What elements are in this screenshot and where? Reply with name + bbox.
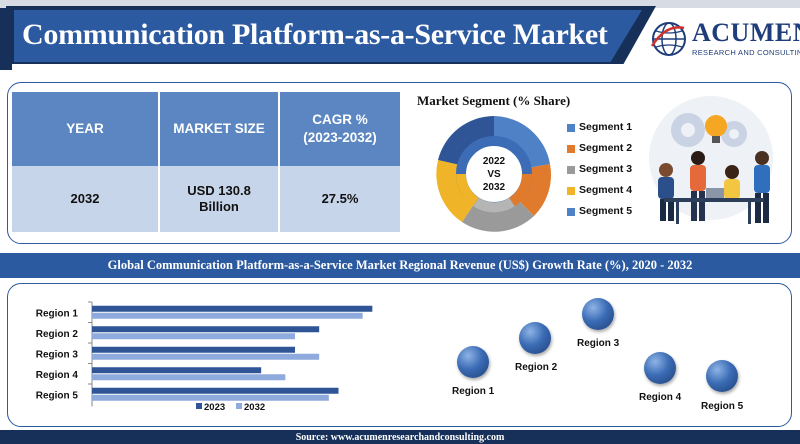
bar-2023-region-5 (92, 387, 339, 394)
table-cell-year: 2032 (12, 166, 158, 232)
bar-2032-region-1 (92, 312, 363, 319)
segment-legend-label: Segment 2 (579, 142, 633, 154)
category-label: Region 4 (36, 370, 79, 381)
segment-legend-label: Segment 1 (579, 121, 633, 133)
legend-swatch (567, 124, 575, 132)
page-title: Communication Platform-as-a-Service Mark… (22, 18, 608, 51)
person-standing-center (690, 151, 706, 221)
segment-legend: Segment 1 Segment 2 Segment 3 Segment 4 … (567, 121, 632, 226)
donut-outer-seg-1 (494, 116, 550, 168)
source-footer-text: Source: www.acumenresearchandconsulting.… (295, 431, 505, 443)
bar-2032-region-2 (92, 333, 295, 340)
segment-legend-label: Segment 4 (579, 184, 633, 196)
category-label: Region 2 (36, 329, 79, 340)
legend-swatch (567, 208, 575, 216)
segment-legend-item: Segment 3 (567, 163, 632, 184)
category-label: Region 3 (36, 349, 79, 360)
regional-bar-chart: Region 1 Region 2 Region 3 Region 4 Region 5… (36, 301, 373, 413)
segment-title: Market Segment (% Share) (417, 93, 571, 108)
donut-center-line-3: 2032 (483, 182, 506, 193)
header-top-band (0, 0, 800, 8)
donut-hole (467, 147, 521, 201)
donut-inner-seg-3 (473, 197, 515, 213)
bar-2032-region-3 (92, 353, 320, 360)
desk (664, 188, 764, 224)
donut-outer-seg-5 (438, 116, 494, 165)
legend-label-2023: 2023 (204, 402, 225, 413)
legend-swatch (567, 187, 575, 195)
donut-outer-seg-2 (518, 164, 552, 216)
bar-2023-region-4 (92, 367, 262, 374)
source-footer: Source: www.acumenresearchandconsulting.… (0, 430, 800, 444)
person-standing-right (754, 151, 770, 223)
logo-subtitle: RESEARCH AND CONSULTING (692, 48, 800, 57)
lightbulb-icon (705, 115, 727, 143)
header-bar (14, 10, 642, 62)
team-illustration (649, 96, 773, 224)
regional-banner-text: Global Communication Platform-as-a-Servi… (107, 258, 693, 272)
table-header-market-size-text: MARKET SIZE (173, 121, 265, 137)
regional-banner: Global Communication Platform-as-a-Servi… (0, 253, 800, 278)
donut-center-line-2: VS (487, 169, 501, 180)
segment-legend-item: Segment 5 (567, 205, 632, 226)
table-header-cagr: CAGR % (2023-2032) (280, 92, 400, 166)
person-sitting-right (724, 165, 740, 199)
table-header-year: YEAR (12, 92, 158, 166)
globe-icon (650, 22, 686, 56)
bar-2032-region-5 (92, 394, 329, 401)
logo-wordmark: ACUMEN (692, 18, 800, 47)
segment-legend-label: Segment 3 (579, 163, 633, 175)
table-cell-market-size-text: USD 130.8 Billion (187, 183, 251, 214)
table-header-year-text: YEAR (66, 121, 104, 137)
donut-center-line-1: 2022 (483, 156, 506, 167)
table-header-cagr-text: CAGR % (2023-2032) (303, 112, 377, 145)
category-label: Region 5 (36, 390, 79, 401)
bar-2023-region-3 (92, 346, 295, 353)
acumen-logo: ACUMEN RESEARCH AND CONSULTING (650, 14, 800, 62)
table-cell-market-size: USD 130.8 Billion (160, 166, 278, 232)
category-label: Region 1 (36, 308, 79, 319)
donut-inner-seg-2 (509, 173, 533, 207)
person-sitting-left (658, 163, 674, 221)
gear-icon (671, 113, 747, 147)
legend-label-2032: 2032 (244, 402, 265, 413)
donut-inner-seg-4 (455, 173, 479, 207)
legend-swatch (567, 166, 575, 174)
segment-legend-item: Segment 1 (567, 121, 632, 142)
table-cell-year-text: 2032 (70, 191, 100, 207)
segment-legend-item: Segment 4 (567, 184, 632, 205)
legend-swatch-2023 (196, 403, 202, 409)
segment-donut-chart: 2022 VS 2032 (436, 116, 552, 232)
bar-2032-region-4 (92, 374, 286, 381)
table-cell-cagr: 27.5% (280, 166, 400, 232)
bar-2023-region-1 (92, 305, 373, 312)
segment-legend-label: Segment 5 (579, 205, 633, 217)
legend-swatch (567, 145, 575, 153)
bar-2023-region-2 (92, 326, 320, 333)
donut-outer-seg-4 (436, 160, 474, 222)
market-summary-table: YEAR MARKET SIZE CAGR % (2023-2032) 2032… (12, 92, 400, 232)
legend-swatch-2032 (236, 403, 242, 409)
table-header-market-size: MARKET SIZE (160, 92, 278, 166)
segment-legend-item: Segment 2 (567, 142, 632, 163)
table-cell-cagr-text: 27.5% (321, 191, 359, 207)
